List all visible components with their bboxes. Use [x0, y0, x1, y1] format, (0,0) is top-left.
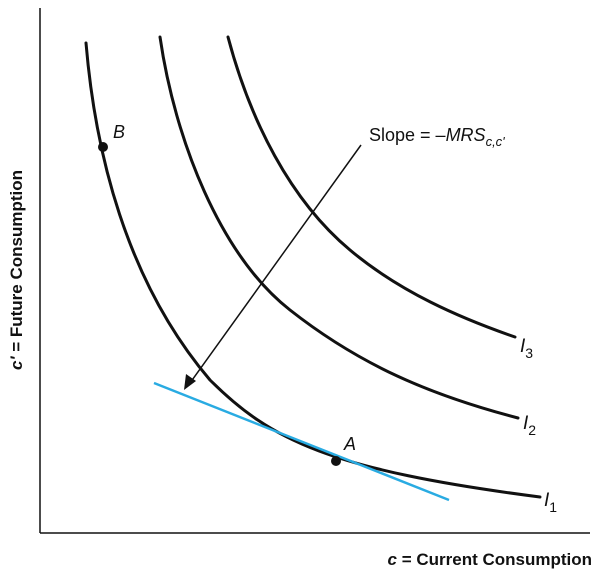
- slope-annotation: Slope = –MRSc,c': [369, 125, 505, 149]
- point-b: [98, 142, 108, 152]
- curve-label-i1-sub: 1: [549, 499, 557, 515]
- curve-label-i1-base: I: [544, 490, 550, 511]
- curve-label-i2-base: I: [523, 413, 529, 434]
- point-a: [331, 456, 341, 466]
- tangent-line: [153, 381, 450, 502]
- slope-var: MRS: [446, 125, 486, 145]
- slope-sub: c,c': [486, 134, 506, 149]
- x-axis-var: c: [388, 550, 398, 569]
- point-b-label: B: [113, 122, 125, 142]
- y-axis-label: c' = Future Consumption: [7, 170, 26, 370]
- indifference-curve-i3: [226, 35, 517, 339]
- annotation-arrow: [189, 144, 362, 384]
- y-axis-var: c': [7, 356, 26, 370]
- arrowhead-icon: [184, 374, 196, 390]
- curve-label-i3: I3: [520, 336, 533, 361]
- curve-label-i2: I2: [523, 413, 536, 438]
- curve-label-i3-base: I: [520, 336, 526, 357]
- x-axis-text: = Current Consumption: [397, 550, 592, 569]
- y-axis-text: = Future Consumption: [7, 170, 26, 357]
- curve-label-i2-sub: 2: [528, 422, 536, 438]
- curve-label-i3-sub: 3: [525, 345, 533, 361]
- curve-label-i1: I1: [544, 490, 557, 515]
- indifference-curve-i2: [158, 35, 520, 420]
- slope-prefix: Slope = –: [369, 125, 446, 145]
- point-a-label: A: [343, 434, 356, 454]
- indifference-curve-i1: [84, 41, 542, 499]
- x-axis-label: c = Current Consumption: [388, 550, 593, 569]
